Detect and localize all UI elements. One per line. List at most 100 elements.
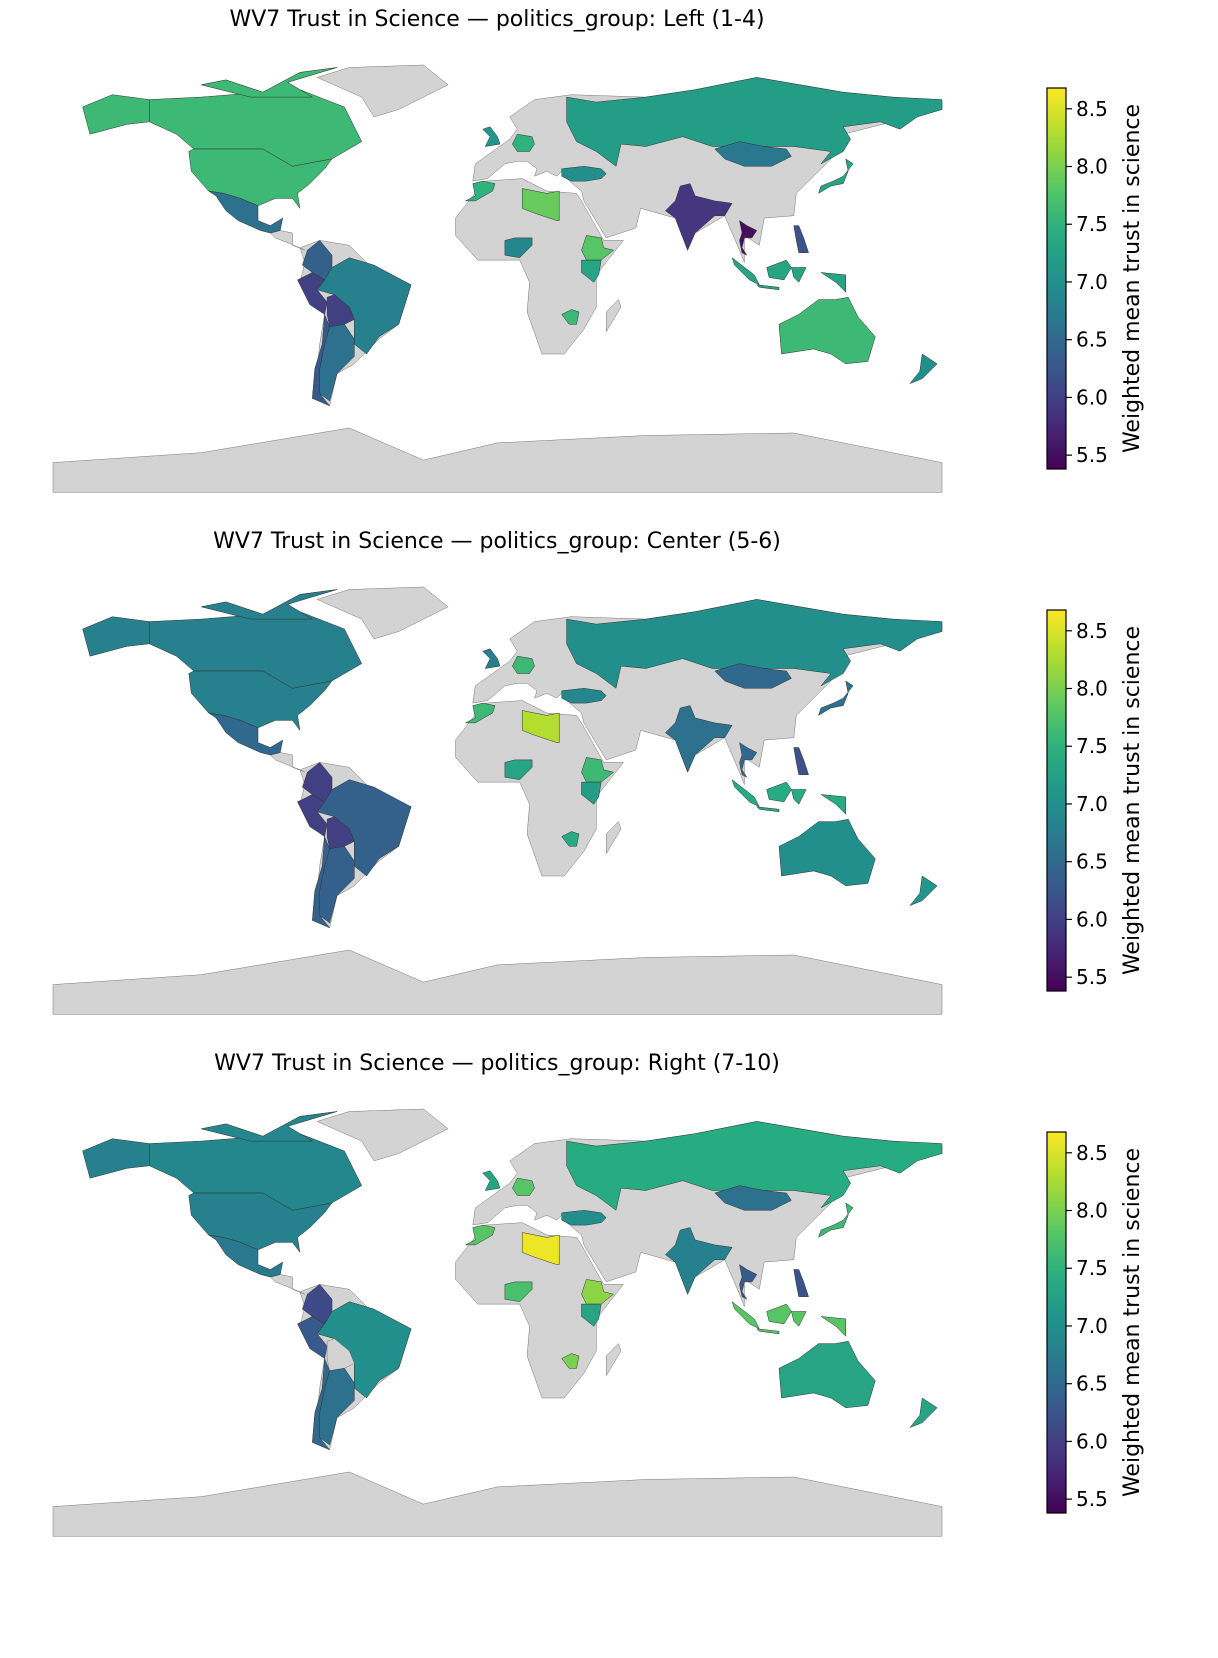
colorbar-label: Weighted mean trust in science bbox=[1120, 104, 1145, 453]
country bbox=[793, 1269, 809, 1297]
colorbar bbox=[1046, 609, 1067, 992]
colorbar bbox=[1046, 1131, 1067, 1514]
country bbox=[82, 616, 150, 657]
country bbox=[756, 1328, 780, 1335]
land bbox=[52, 1471, 943, 1537]
country bbox=[82, 1138, 150, 1179]
country bbox=[297, 794, 328, 837]
land bbox=[269, 752, 306, 773]
country bbox=[791, 267, 807, 283]
country bbox=[714, 1185, 792, 1211]
colorbar-tick-label: 8.5 bbox=[1076, 97, 1108, 121]
land bbox=[316, 1108, 449, 1162]
country bbox=[818, 1202, 854, 1238]
country bbox=[521, 710, 560, 743]
country bbox=[731, 778, 760, 808]
country bbox=[778, 818, 876, 887]
colorbar-tick-label: 7.0 bbox=[1076, 1314, 1108, 1338]
country bbox=[909, 875, 938, 907]
land bbox=[605, 1343, 622, 1377]
colorbar-tick-label: 7.5 bbox=[1076, 734, 1108, 758]
map-panel: WV7 Trust in Science — politics_group: R… bbox=[52, 1051, 1145, 1537]
country bbox=[482, 126, 501, 147]
land bbox=[605, 299, 622, 333]
colorbar-tick-label: 7.5 bbox=[1076, 1256, 1108, 1280]
country bbox=[778, 1340, 876, 1409]
country bbox=[791, 789, 807, 805]
country bbox=[766, 781, 792, 803]
country bbox=[756, 284, 780, 291]
country bbox=[756, 806, 780, 813]
land bbox=[269, 1274, 306, 1295]
colorbar-tick-label: 8.0 bbox=[1076, 1199, 1108, 1223]
land bbox=[605, 821, 622, 855]
colorbar-label: Weighted mean trust in science bbox=[1120, 1148, 1145, 1497]
colorbar-tick-label: 8.5 bbox=[1076, 619, 1108, 643]
country bbox=[482, 1170, 501, 1191]
country bbox=[561, 688, 607, 704]
colorbar-tick-label: 5.5 bbox=[1076, 1487, 1108, 1511]
country bbox=[909, 353, 938, 385]
colorbar-tick-label: 6.0 bbox=[1076, 385, 1108, 409]
land bbox=[455, 1222, 624, 1399]
country bbox=[820, 1316, 846, 1337]
colorbar-tick-label: 6.0 bbox=[1076, 907, 1108, 931]
country bbox=[665, 1227, 733, 1295]
country bbox=[665, 705, 733, 773]
country bbox=[793, 225, 809, 253]
map-panel: WV7 Trust in Science — politics_group: C… bbox=[52, 529, 1145, 1015]
country bbox=[504, 237, 533, 258]
country bbox=[521, 1232, 560, 1265]
land bbox=[455, 700, 624, 877]
country bbox=[326, 816, 355, 850]
chart-title: WV7 Trust in Science — politics_group: R… bbox=[214, 1051, 780, 1076]
colorbar-label: Weighted mean trust in science bbox=[1120, 626, 1145, 975]
country bbox=[909, 1397, 938, 1429]
colorbar-tick-label: 6.5 bbox=[1076, 1372, 1108, 1396]
land bbox=[52, 949, 943, 1015]
country bbox=[820, 272, 846, 293]
country bbox=[820, 794, 846, 815]
land bbox=[52, 427, 943, 493]
country bbox=[778, 296, 876, 365]
country bbox=[326, 294, 355, 328]
colorbar-tick-label: 8.5 bbox=[1076, 1141, 1108, 1165]
land bbox=[316, 586, 449, 640]
country bbox=[731, 1300, 760, 1330]
country bbox=[793, 747, 809, 775]
country bbox=[581, 259, 602, 283]
country bbox=[297, 1316, 328, 1359]
country bbox=[731, 256, 760, 286]
country bbox=[581, 781, 602, 805]
country bbox=[312, 836, 330, 929]
country bbox=[512, 133, 535, 152]
country bbox=[566, 77, 943, 167]
country bbox=[561, 831, 580, 847]
colorbar-tick-label: 5.5 bbox=[1076, 965, 1108, 989]
colorbar-tick-label: 6.5 bbox=[1076, 328, 1108, 352]
country bbox=[504, 1281, 533, 1302]
country bbox=[465, 1224, 496, 1246]
country bbox=[521, 188, 560, 221]
country bbox=[465, 180, 496, 202]
country bbox=[312, 1358, 330, 1451]
country bbox=[818, 680, 854, 716]
country bbox=[714, 663, 792, 689]
country bbox=[512, 1177, 535, 1196]
country bbox=[208, 712, 284, 756]
country bbox=[482, 648, 501, 669]
country bbox=[581, 1303, 602, 1327]
country bbox=[766, 1303, 792, 1325]
colorbar-tick-label: 7.0 bbox=[1076, 792, 1108, 816]
country bbox=[512, 655, 535, 674]
country bbox=[818, 158, 854, 194]
country bbox=[714, 141, 792, 167]
country bbox=[581, 757, 615, 783]
land bbox=[269, 230, 306, 251]
chart-title: WV7 Trust in Science — politics_group: L… bbox=[229, 7, 764, 32]
map-panel: WV7 Trust in Science — politics_group: L… bbox=[52, 7, 1145, 493]
colorbar-tick-label: 8.0 bbox=[1076, 155, 1108, 179]
colorbar-tick-label: 8.0 bbox=[1076, 677, 1108, 701]
